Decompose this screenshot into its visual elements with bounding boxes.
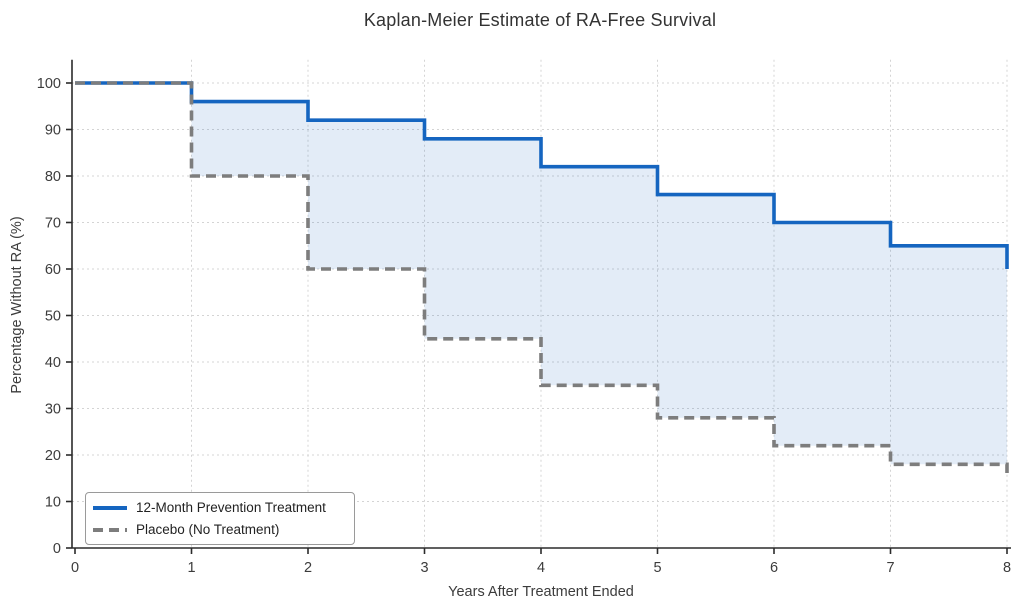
- x-tick-label: 3: [420, 560, 428, 576]
- x-tick-label: 7: [886, 560, 894, 576]
- y-tick-label: 100: [37, 76, 61, 92]
- x-tick-label: 6: [770, 560, 778, 576]
- treatment-line-swatch: [93, 505, 127, 510]
- y-axis-label: Percentage Without RA (%): [9, 216, 25, 394]
- x-axis-label: Years After Treatment Ended: [448, 584, 634, 600]
- y-tick-label: 40: [45, 355, 61, 371]
- difference-band: [75, 83, 1007, 479]
- chart-title: Kaplan-Meier Estimate of RA-Free Surviva…: [363, 10, 717, 30]
- legend-item-placebo: Placebo (No Treatment): [93, 522, 344, 537]
- y-tick-label: 0: [53, 541, 61, 557]
- x-tick-label: 8: [1003, 560, 1011, 576]
- treatment-curve: [75, 81, 1009, 269]
- y-tick-label: 50: [45, 309, 61, 325]
- legend-label-treatment: 12-Month Prevention Treatment: [136, 500, 326, 515]
- y-tick-label: 20: [45, 448, 61, 464]
- legend-item-treatment: 12-Month Prevention Treatment: [93, 500, 344, 515]
- legend-label-placebo: Placebo (No Treatment): [136, 522, 280, 537]
- x-tick-label: 0: [71, 560, 79, 576]
- x-tick-label: 2: [304, 560, 312, 576]
- legend: 12-Month Prevention Treatment Placebo (N…: [85, 492, 355, 545]
- x-tick-label: 4: [537, 560, 545, 576]
- placebo-line-swatch: [93, 527, 127, 532]
- y-tick-label: 80: [45, 169, 61, 185]
- y-tick-label: 90: [45, 123, 61, 139]
- x-tick-label: 1: [187, 560, 195, 576]
- y-tick-label: 30: [45, 402, 61, 418]
- x-tick-label: 5: [653, 560, 661, 576]
- y-tick-label: 10: [45, 495, 61, 511]
- y-tick-label: 70: [45, 216, 61, 232]
- placebo-curve: [75, 81, 1009, 479]
- y-tick-label: 60: [45, 262, 61, 278]
